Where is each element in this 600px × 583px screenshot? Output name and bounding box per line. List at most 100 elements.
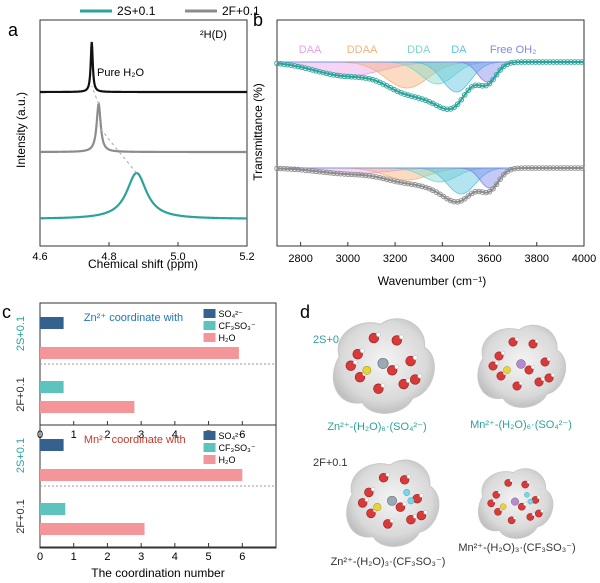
panel-b-data-point [515,59,521,65]
panel-b-data-point [454,199,461,205]
panel-a-ticks: 4.6 4.8 5.0 5.2 [32,242,255,263]
panel-letter-a: a [8,20,19,40]
panel-b-data-point [419,183,425,190]
panel-b-data-point [423,184,429,191]
oxygen-atom [528,339,538,349]
oxygen-atom [416,510,427,521]
panel-b-data-point [338,73,344,79]
panel-b-data-point [479,83,486,89]
hydrogen-atom [394,364,400,370]
panel-b-data-point [461,195,468,202]
panel-b-data-point [440,105,447,112]
oxygen-atom [508,337,518,347]
panel-b-data-point [476,82,482,89]
hydrogen-atom [353,359,358,365]
panel-b-data-point [522,59,528,65]
panel-b-data-point [313,68,319,74]
panel-b-band-labels: DAA DDAA DDA DA Free OH₂ [299,44,537,56]
panel-a-frame [39,19,248,247]
oxygen-atom [517,502,526,511]
panel-b-data-point [536,59,542,65]
panel-b-data-point [405,180,411,187]
panel-b-data-point [490,186,496,192]
metal-ion-atom [510,497,520,506]
panel-b-data-point [355,74,362,80]
panel-b-data-point [405,92,411,98]
panel-b-data-point [522,165,528,171]
sulfur-atom [503,366,511,374]
panel-c-subplot-title: Zn²⁺ coordinate with [84,312,183,324]
panel-b-data-point [299,64,305,71]
panel-b: b Transmittance (%) Wavenumber (cm⁻¹) 28… [251,10,596,288]
panel-letter-b: b [253,10,263,30]
panel-c-xtick-label: 6 [239,551,245,563]
panel-c-legend-label: H₂O [219,333,236,343]
hydrogen-atom [371,487,376,492]
panel-b-data-point [554,165,560,171]
fluorine-atom [407,497,415,505]
hydrogen-atom [532,512,536,517]
panel-b-data-point [557,59,564,65]
panel-b-data-point [493,181,500,188]
panel-b-data-point [461,92,468,98]
hydrogen-atom [519,380,523,385]
panel-c-bar [40,469,243,481]
panel-b-data-point [274,60,280,67]
panel-b-data-point [288,62,294,68]
panel-letter-d: d [300,302,310,322]
sulfur-atom [499,503,507,510]
panel-d-caption-2: Mn²⁺-(H₂O)₆·(SO₄²⁻) [470,419,572,431]
panel-b-data-point [486,188,493,195]
panel-b-data-point [472,82,479,89]
hydrogen-atom [540,509,544,513]
panel-b-data-point [564,165,571,171]
panel-c-xtick-label: 3 [138,429,144,441]
panel-c-xtick-label: 3 [138,551,144,563]
panel-b-data-point [306,167,312,174]
panel-b-data-point [338,170,344,177]
oxygen-atom [366,508,376,519]
panel-b-data-point [525,59,532,65]
hydrogen-atom [530,365,535,369]
oxygen-atom [494,507,502,516]
top-legend: 2S+0.1 2F+0.1 [80,4,260,18]
panel-b-data-point [277,61,284,67]
hydrogen-atom [419,493,424,498]
panel-b-data-point [479,189,486,195]
panel-b-data-point [369,76,376,83]
oxygen-atom [354,372,366,383]
panel-b-data-point [408,93,415,99]
metal-ion-atom [377,357,389,369]
panel-b-data-point [511,165,518,172]
panel-c-bar [40,317,64,329]
panel-b-band-label: DDAA [347,44,378,56]
panel-b-data-point [288,166,294,172]
panel-c-legend-label: H₂O [219,455,236,465]
panel-b-data-point [536,165,542,171]
panel-b-data-point [543,165,549,171]
panel-b-data-point [316,68,323,75]
panel-b-data-point [511,59,518,66]
panel-b-data-point [355,172,362,178]
panel-c-xtick-label: 6 [239,429,245,441]
panel-b-xtick-label: 2800 [288,253,312,265]
panel-c-legend-swatch [203,431,216,440]
panel-d-caption-4: Mn²⁺-(H₂O)₃·(CF₃SO₃⁻) [458,542,575,554]
panel-b-data-point [532,165,539,171]
panel-c-legend-label: SO₄²⁻ [219,309,244,319]
hydrogen-atom [406,474,411,479]
molecular-cluster-image [477,468,554,539]
panel-b-data-point [578,59,585,65]
panel-b-data-point [525,165,532,171]
panel-c-legend-swatch [203,321,216,330]
oxygen-atom [526,513,535,521]
panel-b-data-point [518,59,525,65]
panel-b-data-point [458,97,464,103]
panel-b-data-point [515,165,521,171]
oxygen-atom [364,487,374,498]
panel-a-shift-guide [98,125,137,174]
panel-b-data-point [373,78,379,84]
panel-b-xlabel: Wavenumber (cm⁻¹) [378,274,487,288]
oxygen-atom [512,381,522,391]
